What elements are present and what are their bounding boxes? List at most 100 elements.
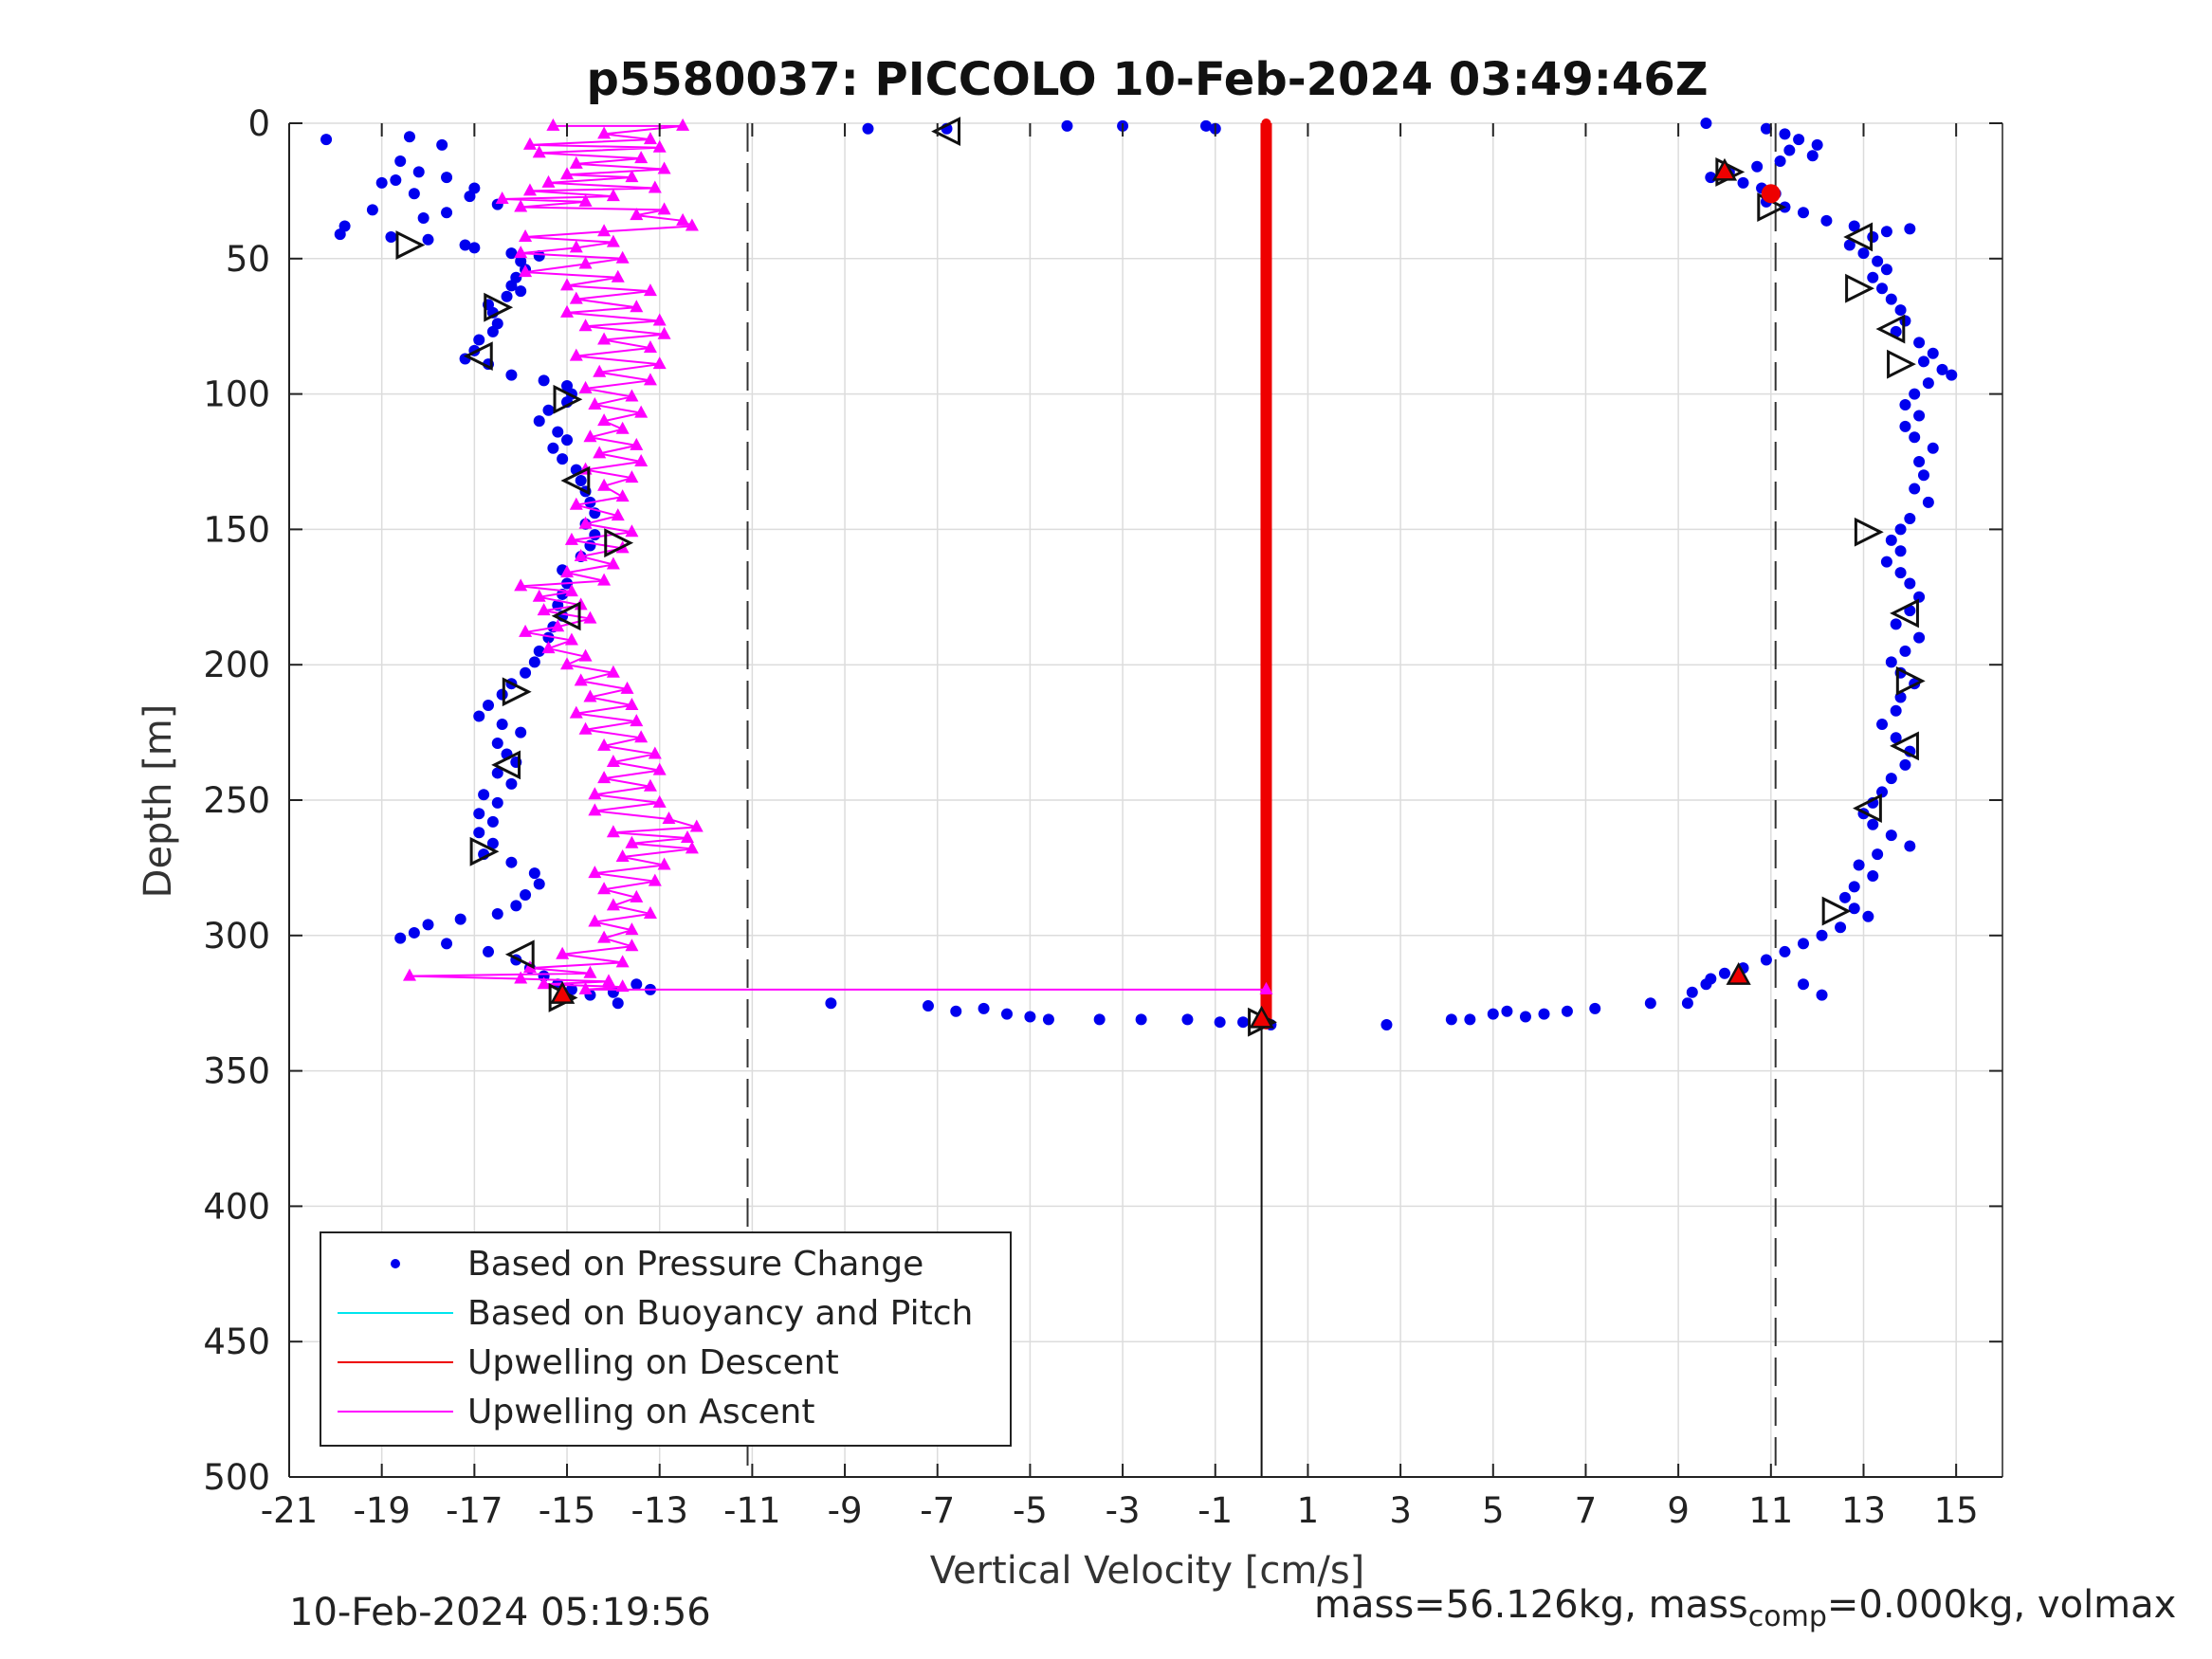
pressure-change-point [1862, 910, 1874, 922]
pressure-change-point [1894, 567, 1907, 579]
upwelling-ascent-point [564, 532, 578, 545]
right-triangle-marker [553, 384, 583, 414]
pressure-change-point [1890, 732, 1902, 744]
pressure-change-point [862, 122, 874, 135]
pressure-change-point [1042, 1013, 1054, 1026]
pressure-change-point [459, 239, 471, 251]
pressure-change-point [385, 230, 397, 243]
upwelling-ascent-point [643, 340, 657, 354]
pressure-change-point [520, 666, 532, 679]
pressure-change-point [1894, 523, 1907, 536]
left-triangle-marker [551, 601, 581, 631]
upwelling-ascent-point [578, 380, 593, 393]
pressure-change-point [515, 726, 527, 738]
pressure-change-point [1922, 377, 1934, 390]
left-triangle-marker [1890, 598, 1919, 629]
pressure-change-point [1899, 758, 1911, 771]
upwelling-ascent-point [625, 389, 639, 402]
upwelling-ascent-point [564, 584, 578, 597]
pressure-change-point [1464, 1013, 1476, 1026]
pressure-change-point [478, 789, 490, 801]
legend-box [320, 1231, 1012, 1447]
upwelling-ascent-point [560, 167, 575, 180]
x-tick-label: 9 [1667, 1490, 1690, 1531]
upwelling-ascent-point [643, 905, 657, 919]
red-markers [550, 157, 1781, 1029]
upwelling-ascent-point [643, 373, 657, 386]
x-tick-label: 7 [1575, 1490, 1598, 1531]
pressure-change-point [422, 233, 434, 246]
pressure-change-point [473, 710, 485, 722]
pressure-change-point [825, 997, 837, 1010]
upwelling-ascent-point [597, 126, 612, 139]
pressure-change-point [408, 188, 420, 200]
upwelling-ascent-point [648, 746, 662, 759]
pressure-change-point [1927, 442, 1939, 454]
mass-subscript: comp [1747, 1600, 1827, 1633]
upwelling-ascent-point [634, 405, 649, 418]
x-tick-label: 3 [1389, 1490, 1412, 1531]
pressure-change-point [501, 290, 513, 302]
pressure-change-point [505, 777, 518, 790]
pressure-change-point [528, 656, 540, 668]
y-tick-label: 50 [226, 239, 270, 280]
mass-prefix: mass=56.126kg, mass [1314, 1583, 1748, 1627]
upwelling-ascent-point [606, 556, 620, 570]
upwelling-ascent-point [551, 619, 565, 632]
x-tick-label: -5 [1013, 1490, 1048, 1531]
upwelling-ascent-point [574, 597, 588, 611]
upwelling-ascent-point [519, 264, 533, 278]
upwelling-ascent-point [648, 180, 662, 193]
upwelling-ascent-point [532, 589, 546, 602]
upwelling-ascent-point [685, 841, 699, 854]
pressure-change-point [589, 529, 601, 541]
pressure-change-point [1927, 347, 1939, 359]
pressure-change-point [950, 1005, 962, 1017]
upwelling-ascent-point [615, 979, 630, 993]
pressure-change-point [1214, 1016, 1226, 1029]
pressure-change-point [1904, 512, 1916, 524]
legend-entry-label: Based on Buoyancy and Pitch [467, 1294, 973, 1333]
pressure-change-point [1135, 1013, 1147, 1026]
pressure-change-point [1876, 283, 1889, 295]
upwelling-ascent-point [597, 224, 612, 237]
x-tick-label: -7 [920, 1490, 955, 1531]
right-triangle-marker [1887, 349, 1916, 379]
pressure-change-point [1681, 997, 1693, 1010]
pressure-change-point [547, 442, 559, 454]
upwelling-ascent-point [615, 421, 630, 434]
pressure-change-point [561, 434, 574, 447]
upwelling-ascent-point [578, 721, 593, 735]
pressure-change-point [1876, 719, 1889, 731]
right-triangle-marker [484, 292, 514, 322]
upwelling-ascent-point [597, 478, 612, 491]
pressure-change-point [1797, 207, 1809, 219]
x-tick-label: -1 [1197, 1490, 1233, 1531]
pressure-change-point [612, 997, 624, 1010]
pressure-change-point [1700, 978, 1712, 991]
pressure-change-point [1760, 122, 1772, 135]
pressure-change-point [436, 138, 448, 151]
pressure-change-point [441, 172, 453, 184]
pressure-change-point [394, 932, 407, 944]
upwelling-ascent-point [597, 771, 612, 784]
pressure-change-point [334, 228, 346, 241]
pressure-change-point [1880, 264, 1892, 276]
upwelling-ascent-point [519, 228, 533, 242]
right-triangle-marker [1821, 896, 1852, 926]
pressure-change-point [1909, 431, 1921, 444]
upwelling-ascent-point [630, 208, 644, 221]
upwelling-ascent-point [652, 794, 667, 808]
y-tick-label: 350 [203, 1051, 270, 1092]
pressure-change-point [1848, 881, 1860, 893]
upwelling-ascent-point [625, 939, 639, 952]
right-triangle-marker [1895, 665, 1926, 696]
pressure-change-point [375, 176, 388, 189]
pressure-change-point [1904, 840, 1916, 852]
upwelling-ascent-point [514, 246, 528, 259]
pressure-change-point [1199, 119, 1212, 132]
upwelling-ascent-point [662, 811, 676, 824]
y-tick-label: 100 [203, 374, 270, 415]
upwelling-ascent-point [588, 914, 602, 927]
upwelling-ascent-point [657, 202, 671, 215]
